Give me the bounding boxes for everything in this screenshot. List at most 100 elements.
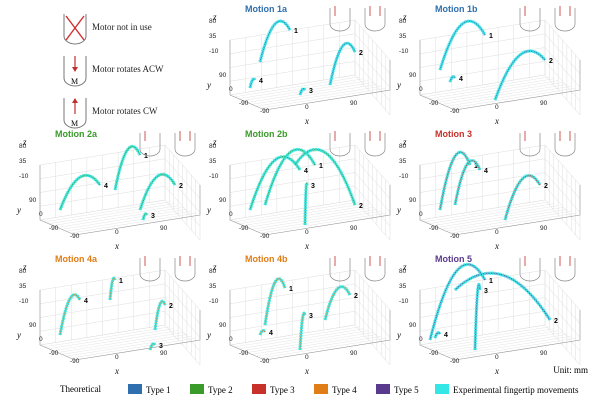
experimental-trajectory: [438, 150, 472, 211]
x-axis-label: x: [305, 241, 309, 251]
y-tick: 0: [229, 211, 233, 218]
finger-label: 3: [151, 213, 155, 220]
x-tick: -90: [260, 233, 270, 240]
y-tick: -90: [239, 225, 249, 232]
z-tick: 35: [399, 158, 407, 165]
unit-label: Unit: mm: [553, 365, 588, 375]
x-tick: -90: [450, 108, 460, 115]
x-tick: 0: [495, 229, 499, 236]
x-axis-label: x: [115, 366, 119, 376]
panel-title: Motion 5: [435, 254, 472, 264]
finger-label: 1: [489, 278, 493, 285]
legend-row-not-in-use: Motor not in use: [60, 10, 200, 50]
legend-label-not-in-use: Motor not in use: [92, 22, 152, 32]
legend-row-cw: M Motor rotates CW: [60, 94, 200, 134]
y-axis-label: y: [17, 330, 21, 340]
y-tick: -90: [429, 350, 439, 357]
motor-diagram: [519, 131, 576, 157]
x-tick: 90: [160, 350, 168, 357]
z-tick: 80: [399, 143, 407, 150]
x-tick: 90: [350, 225, 358, 232]
motor-crossed-icon: [63, 14, 87, 45]
experimental-trajectory: [428, 262, 487, 341]
legend-type-3: Type 3: [252, 384, 295, 395]
x-tick: 90: [540, 225, 548, 232]
experimental-trajectory: [141, 212, 149, 221]
x-tick: -90: [70, 358, 80, 365]
panel-plot: 1 2 3 4: [229, 131, 391, 241]
panel-title: Motion 4a: [55, 254, 97, 264]
x-tick: 90: [350, 100, 358, 107]
x-tick: 0: [305, 104, 309, 111]
y-tick: -90: [429, 225, 439, 232]
motor-diagram: [329, 131, 386, 157]
panel-title: Motion 1b: [435, 4, 478, 14]
z-tick: 80: [209, 143, 217, 150]
y-axis-label: y: [17, 205, 21, 215]
motor-diagram: [519, 6, 576, 32]
experimental-trajectory: [263, 277, 287, 326]
finger-label: 4: [459, 76, 463, 83]
experimental-trajectory: [453, 158, 482, 206]
finger-label: 2: [554, 318, 558, 325]
x-tick: 0: [495, 104, 499, 111]
x-tick: 0: [305, 354, 309, 361]
y-tick: -90: [49, 225, 59, 232]
svg-text:M: M: [71, 119, 78, 128]
y-tick: -90: [239, 100, 249, 107]
z-tick: 80: [209, 18, 217, 25]
theoretical-trajectory: [259, 20, 291, 63]
x-axis-label: x: [115, 241, 119, 251]
finger-label: 1: [319, 163, 323, 170]
motor-diagram: [139, 256, 196, 282]
panel-title: Motion 2b: [245, 129, 288, 139]
x-tick: -90: [450, 358, 460, 365]
x-tick: -90: [260, 358, 270, 365]
experimental-trajectory: [493, 49, 547, 101]
z-tick: 80: [19, 268, 27, 275]
z-axis-label: z: [213, 137, 217, 147]
z-tick: -10: [19, 173, 29, 180]
experimental-trajectory: [298, 311, 307, 351]
finger-label: 4: [269, 330, 273, 337]
legend-type-4: Type 4: [314, 384, 357, 395]
panel-title: Motion 3: [435, 129, 472, 139]
x-tick: 90: [160, 225, 168, 232]
z-tick: 80: [399, 268, 407, 275]
experimental-trajectory: [448, 75, 457, 83]
legend-row-acw: M Motor rotates ACW: [60, 52, 200, 92]
experimental-trajectory: [503, 173, 542, 221]
legend-type-2: Type 2: [190, 384, 233, 395]
x-tick: 0: [115, 354, 119, 361]
z-tick: 35: [19, 158, 27, 165]
finger-label: 1: [294, 28, 298, 35]
finger-label: 4: [259, 78, 263, 85]
finger-label: 4: [84, 298, 88, 305]
y-tick: 0: [229, 336, 233, 343]
legend-type-1: Type 1: [128, 384, 171, 395]
y-tick: 0: [419, 211, 423, 218]
svg-text:M: M: [71, 77, 78, 86]
z-tick: 80: [399, 18, 407, 25]
x-tick: 0: [495, 354, 499, 361]
experimental-trajectory: [148, 342, 157, 351]
panel-title: Motion 1a: [245, 4, 287, 14]
y-axis-label: y: [397, 330, 401, 340]
experimental-trajectory: [473, 282, 482, 351]
experimental-trajectory: [438, 19, 487, 71]
finger-label: 1: [474, 163, 478, 170]
finger-label: 1: [489, 33, 493, 40]
z-tick: 35: [209, 33, 217, 40]
finger-label: 3: [309, 313, 313, 320]
experimental-trajectory: [323, 285, 352, 321]
swatch-type-4: [314, 384, 328, 394]
y-tick: 0: [419, 336, 423, 343]
experimental-trajectory: [303, 181, 309, 226]
y-tick: 90: [409, 197, 417, 204]
z-tick: 35: [399, 33, 407, 40]
finger-label: 2: [549, 58, 553, 65]
